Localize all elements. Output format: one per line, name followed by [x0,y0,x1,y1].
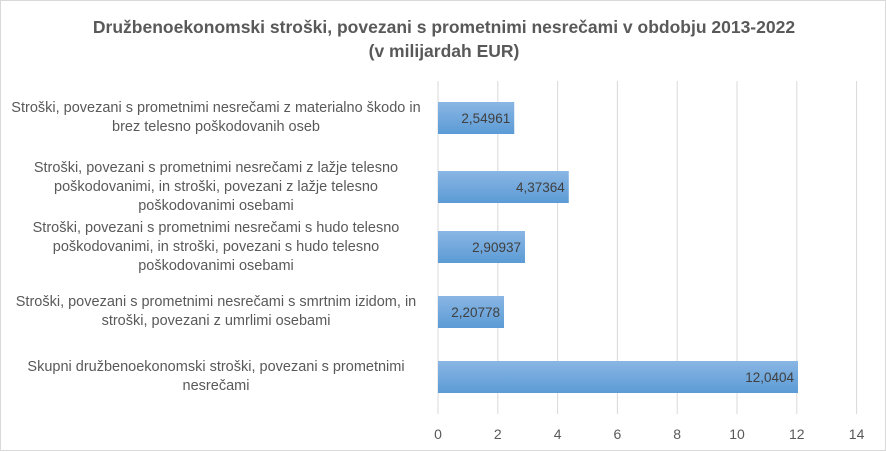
x-tick-label: 2 [494,426,502,442]
data-label: 12,0404 [745,370,794,385]
category-label-line: Stroški, povezani s prometnimi nesrečami… [33,159,399,176]
x-tick-label: 10 [729,426,745,442]
category-label-line: nesrečami [182,378,250,394]
chart-title-line: Družbenoekonomski stroški, povezani s pr… [92,17,796,37]
category-label-line: Skupni družbenoekonomski stroški, poveza… [27,359,405,375]
category-label: Skupni družbenoekonomski stroški, poveza… [1,358,431,396]
chart-title: Družbenoekonomski stroški, povezani s pr… [1,15,886,63]
data-label: 4,37364 [516,180,565,195]
category-label: Stroški, povezani s prometnimi nesrečami… [1,99,431,137]
category-label-line: Stroški, povezani s prometnimi nesrečami… [11,100,421,116]
x-tick-label: 8 [673,426,681,442]
category-label-line: poškodovanimi, in stroški, povezani s hu… [52,238,380,255]
chart-subtitle: (v milijardah EUR) [368,41,520,61]
x-tick-label: 14 [849,426,865,442]
data-label: 2,54961 [461,111,510,126]
category-label-line: stroški, povezani z umrlimi osebami [101,313,331,329]
x-tick-label: 12 [789,426,805,442]
bar [438,231,525,263]
bar [438,296,505,328]
category-label: Stroški, povezani s prometnimi nesrečami… [1,293,431,331]
bars: 2,54961 4,37364 2,90937 2,20778 12,0404 [438,102,799,393]
bar [438,102,515,134]
category-label-line: brez telesno poškodovanih oseb [112,119,320,135]
category-label-line: poškodovanimi osebami [138,197,294,214]
category-label-line: Stroški, povezani s prometnimi nesrečami… [32,219,400,236]
category-label: Stroški, povezani s prometnimi nesrečami… [1,159,431,216]
data-label: 2,20778 [451,305,500,320]
category-label: Stroški, povezani s prometnimi nesrečami… [1,219,431,276]
category-label-line: poškodovanimi, in stroški, povezani z la… [54,178,378,195]
data-label: 2,90937 [472,240,521,255]
category-label-line: poškodovanimi osebami [138,257,294,274]
x-tick-label: 0 [434,426,442,442]
category-label-line: Stroški, povezani s prometnimi nesrečami… [15,294,417,310]
x-tick-label: 4 [554,426,562,442]
x-tick-label: 6 [614,426,622,442]
x-axis-ticks: 0 2 4 6 8 10 12 14 [434,426,864,442]
bar [438,171,569,203]
bar [438,361,799,393]
